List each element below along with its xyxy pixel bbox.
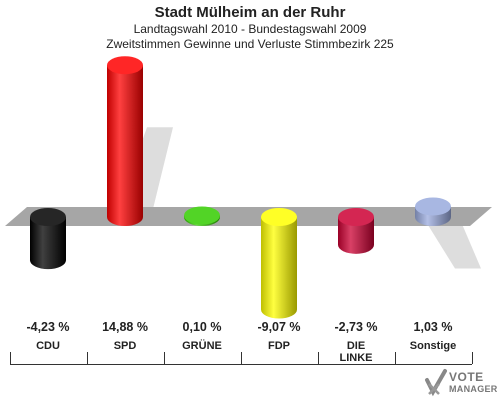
axis-tick bbox=[164, 352, 165, 364]
category-label-spd-line1: SPD bbox=[113, 340, 137, 352]
category-labels: CDU SPD GRÜNE FDP DIE LINKE Sonstige bbox=[0, 340, 500, 374]
chart-title: Stadt Mülheim an der Ruhr bbox=[154, 4, 346, 21]
category-label-sonstige-line1: Sonstige bbox=[409, 340, 457, 352]
bar-cap-sonstige bbox=[415, 197, 451, 216]
category-label-linke: DIE LINKE bbox=[318, 340, 394, 364]
value-label-cdu: -4,23 % bbox=[26, 320, 70, 334]
bar-bottom-cdu bbox=[30, 251, 66, 270]
logo-text-vote: VOTE bbox=[449, 370, 484, 384]
bar-cap-cdu bbox=[30, 208, 66, 226]
category-label-cdu: CDU bbox=[10, 340, 86, 352]
axis-tick bbox=[87, 352, 88, 364]
category-axis-line bbox=[10, 364, 472, 365]
category-label-sonstige: Sonstige bbox=[395, 340, 471, 352]
axis-tick bbox=[10, 352, 11, 364]
bar-bottom-linke bbox=[338, 235, 374, 254]
bar-body-fdp bbox=[261, 217, 297, 310]
category-label-spd: SPD bbox=[87, 340, 163, 352]
checkmark-x-icon bbox=[425, 369, 447, 397]
logo-text-manager: MANAGER bbox=[449, 384, 498, 394]
chart-header: Stadt Mülheim an der Ruhr Landtagswahl 2… bbox=[0, 4, 500, 52]
category-label-gruene: GRÜNE bbox=[164, 340, 240, 352]
category-label-fdp-line1: FDP bbox=[268, 340, 290, 352]
category-label-linke-line2: LINKE bbox=[339, 352, 373, 364]
bar-spd bbox=[107, 56, 143, 226]
axis-tick bbox=[318, 352, 319, 364]
bar-cap-spd bbox=[107, 56, 143, 75]
value-label-spd: 14,88 % bbox=[102, 320, 148, 334]
bar-cap-linke bbox=[338, 208, 374, 226]
bar-sonstige bbox=[415, 197, 451, 226]
category-label-cdu-line1: CDU bbox=[36, 340, 60, 352]
value-label-linke: -2,73 % bbox=[334, 320, 378, 334]
value-label-gruene: 0,10 % bbox=[182, 320, 222, 334]
bar-linke bbox=[338, 208, 374, 254]
bar-bottom-spd bbox=[107, 208, 143, 226]
chart-subtitle: Landtagswahl 2010 - Bundestagswahl 2009 bbox=[133, 22, 367, 36]
axis-tick bbox=[395, 352, 396, 364]
value-label-sonstige: 1,03 % bbox=[413, 320, 453, 334]
bar-cdu bbox=[30, 208, 66, 270]
value-labels: -4,23 % 14,88 % 0,10 % -9,07 % -2,73 % 1… bbox=[0, 320, 500, 336]
bar-fdp bbox=[261, 208, 297, 319]
bar-cap-gruene bbox=[184, 206, 220, 225]
bar-body-spd bbox=[107, 65, 143, 217]
bar-shadow-sonstige bbox=[423, 217, 481, 269]
bar-cap-fdp bbox=[261, 208, 297, 226]
bar-gruene bbox=[184, 206, 220, 226]
vote-manager-logo: VOTE MANAGER bbox=[424, 368, 498, 398]
category-label-linke-line1: DIE bbox=[346, 340, 366, 352]
category-label-fdp: FDP bbox=[241, 340, 317, 352]
category-label-gruene-line1: GRÜNE bbox=[182, 340, 222, 352]
value-label-fdp: -9,07 % bbox=[257, 320, 301, 334]
axis-tick bbox=[241, 352, 242, 364]
chart-subtitle-2: Zweitstimmen Gewinne und Verluste Stimmb… bbox=[106, 37, 394, 51]
bar-bottom-fdp bbox=[261, 300, 297, 319]
axis-tick bbox=[472, 352, 473, 364]
